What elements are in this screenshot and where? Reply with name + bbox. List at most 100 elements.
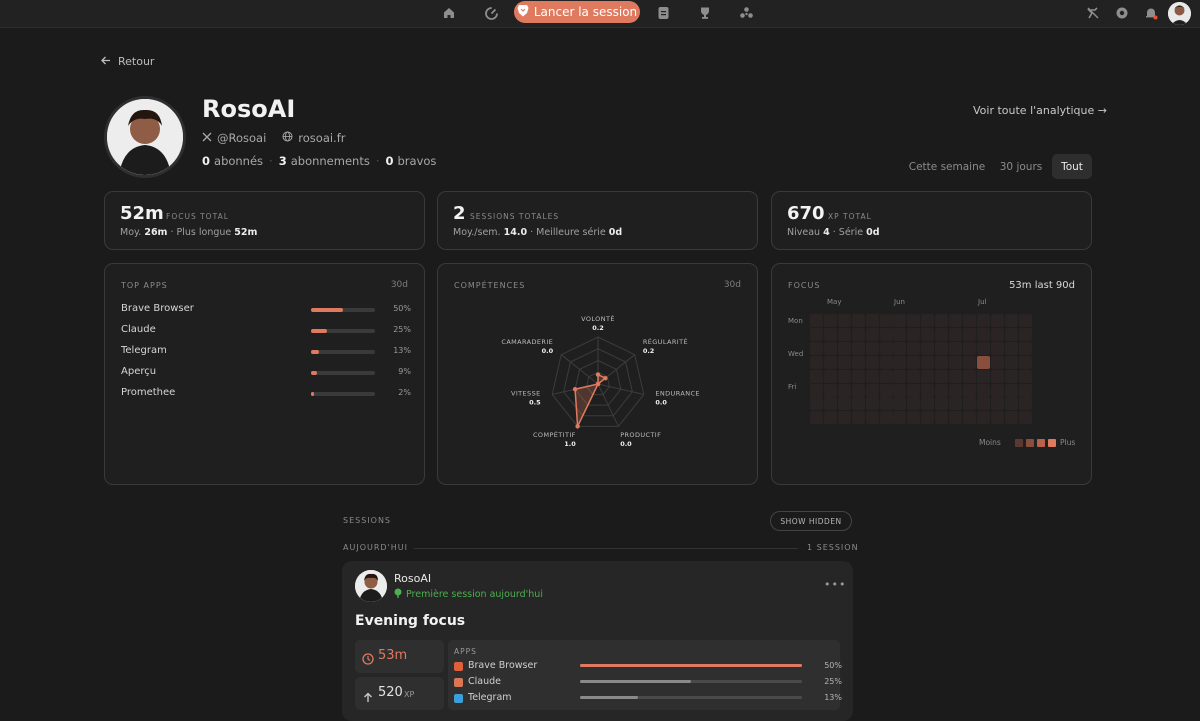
heatmap-cell[interactable] <box>865 369 879 383</box>
heatmap-cell[interactable] <box>823 327 837 341</box>
community-icon[interactable] <box>738 5 754 21</box>
heatmap-cell[interactable] <box>907 327 921 341</box>
heatmap-cell[interactable] <box>810 369 823 383</box>
heatmap-cell[interactable] <box>893 383 907 397</box>
mute-icon[interactable] <box>1085 5 1101 21</box>
heatmap-cell[interactable] <box>962 327 976 341</box>
heatmap-cell[interactable] <box>893 314 907 327</box>
heatmap-cell[interactable] <box>810 314 823 327</box>
heatmap-cell[interactable] <box>921 369 935 383</box>
followers-label[interactable]: abonnés <box>214 154 264 168</box>
heatmap-cell[interactable] <box>949 341 962 355</box>
heatmap-cell[interactable] <box>976 327 990 341</box>
heatmap-cell[interactable] <box>921 341 935 355</box>
heatmap-cell[interactable] <box>865 383 879 397</box>
heatmap-cell[interactable] <box>907 341 921 355</box>
heatmap-cell[interactable] <box>935 314 949 327</box>
heatmap-cell[interactable] <box>921 383 935 397</box>
user-avatar[interactable] <box>1168 2 1191 25</box>
heatmap-cell[interactable] <box>893 341 907 355</box>
heatmap-cell[interactable] <box>1018 355 1032 369</box>
heatmap-cell[interactable] <box>949 327 962 341</box>
show-hidden-button[interactable]: SHOW HIDDEN <box>770 511 852 531</box>
heatmap-cell[interactable] <box>921 397 935 411</box>
heatmap-cell[interactable] <box>990 314 1004 327</box>
range-this-week[interactable]: Cette semaine <box>908 160 986 173</box>
heatmap-cell[interactable] <box>921 411 935 425</box>
session-user-name[interactable]: RosoAI <box>394 572 432 585</box>
session-card[interactable]: RosoAI Première session aujourd'hui ••• … <box>342 561 853 721</box>
heatmap-cell[interactable] <box>1018 369 1032 383</box>
heatmap-cell[interactable] <box>810 411 823 425</box>
heatmap-cell[interactable] <box>1004 314 1018 327</box>
following-count[interactable]: 3 <box>278 154 287 168</box>
settings-icon[interactable] <box>1114 5 1130 21</box>
heatmap-cell[interactable] <box>962 341 976 355</box>
notes-icon[interactable] <box>655 5 671 21</box>
heatmap-cell[interactable] <box>837 369 851 383</box>
heatmap-cell[interactable] <box>990 383 1004 397</box>
heatmap-cell[interactable] <box>823 397 837 411</box>
heatmap-cell[interactable] <box>823 369 837 383</box>
heatmap-cell[interactable] <box>810 341 823 355</box>
heatmap-cell[interactable] <box>962 355 976 369</box>
heatmap-cell[interactable] <box>907 314 921 327</box>
progress-icon[interactable] <box>483 5 499 21</box>
heatmap-cell[interactable] <box>976 397 990 411</box>
heatmap-cell[interactable] <box>935 327 949 341</box>
heatmap-cell[interactable] <box>823 383 837 397</box>
heatmap-cell[interactable] <box>990 369 1004 383</box>
heatmap-cell[interactable] <box>976 355 990 369</box>
heatmap-cell[interactable] <box>823 341 837 355</box>
heatmap-cell[interactable] <box>1018 314 1032 327</box>
heatmap-cell[interactable] <box>837 383 851 397</box>
heatmap-cell[interactable] <box>1018 411 1032 425</box>
heatmap-cell[interactable] <box>990 397 1004 411</box>
heatmap-cell[interactable] <box>935 341 949 355</box>
heatmap-cell[interactable] <box>907 355 921 369</box>
range-30-days[interactable]: 30 jours <box>999 160 1043 173</box>
heatmap-cell[interactable] <box>907 411 921 425</box>
heatmap-cell[interactable] <box>949 383 962 397</box>
heatmap-cell[interactable] <box>962 383 976 397</box>
heatmap-cell[interactable] <box>907 369 921 383</box>
heatmap-cell[interactable] <box>865 411 879 425</box>
heatmap-cell[interactable] <box>921 355 935 369</box>
heatmap-cell[interactable] <box>962 397 976 411</box>
heatmap-cell[interactable] <box>935 397 949 411</box>
heatmap-cell[interactable] <box>879 355 893 369</box>
heatmap-cell[interactable] <box>851 369 865 383</box>
heatmap-cell[interactable] <box>907 383 921 397</box>
heatmap-cell[interactable] <box>837 411 851 425</box>
heatmap-cell[interactable] <box>837 341 851 355</box>
heatmap-cell[interactable] <box>879 383 893 397</box>
heatmap-cell[interactable] <box>837 327 851 341</box>
heatmap-cell[interactable] <box>976 383 990 397</box>
x-logo-icon[interactable] <box>202 131 212 145</box>
heatmap-cell[interactable] <box>921 314 935 327</box>
heatmap-cell[interactable] <box>990 411 1004 425</box>
heatmap-cell[interactable] <box>837 314 851 327</box>
heatmap-cell[interactable] <box>1004 341 1018 355</box>
heatmap-cell[interactable] <box>935 369 949 383</box>
heatmap-cell[interactable] <box>935 355 949 369</box>
heatmap-cell[interactable] <box>976 341 990 355</box>
heatmap-cell[interactable] <box>865 314 879 327</box>
session-user-avatar[interactable] <box>355 570 387 602</box>
heatmap-cell[interactable] <box>1004 383 1018 397</box>
heatmap-cell[interactable] <box>879 341 893 355</box>
heatmap-cell[interactable] <box>893 397 907 411</box>
trophy-icon[interactable] <box>697 5 713 21</box>
heatmap-cell[interactable] <box>851 383 865 397</box>
heatmap-cell[interactable] <box>851 314 865 327</box>
heatmap-cell[interactable] <box>893 369 907 383</box>
notifications-icon[interactable] <box>1143 5 1159 21</box>
heatmap-cell[interactable] <box>976 411 990 425</box>
heatmap-cell[interactable] <box>851 397 865 411</box>
heatmap-cell[interactable] <box>851 327 865 341</box>
heatmap-cell[interactable] <box>879 369 893 383</box>
x-handle-link[interactable]: @Rosoai <box>217 131 267 145</box>
heatmap-cell[interactable] <box>879 314 893 327</box>
heatmap-cell[interactable] <box>851 355 865 369</box>
following-label[interactable]: abonnements <box>290 154 370 168</box>
